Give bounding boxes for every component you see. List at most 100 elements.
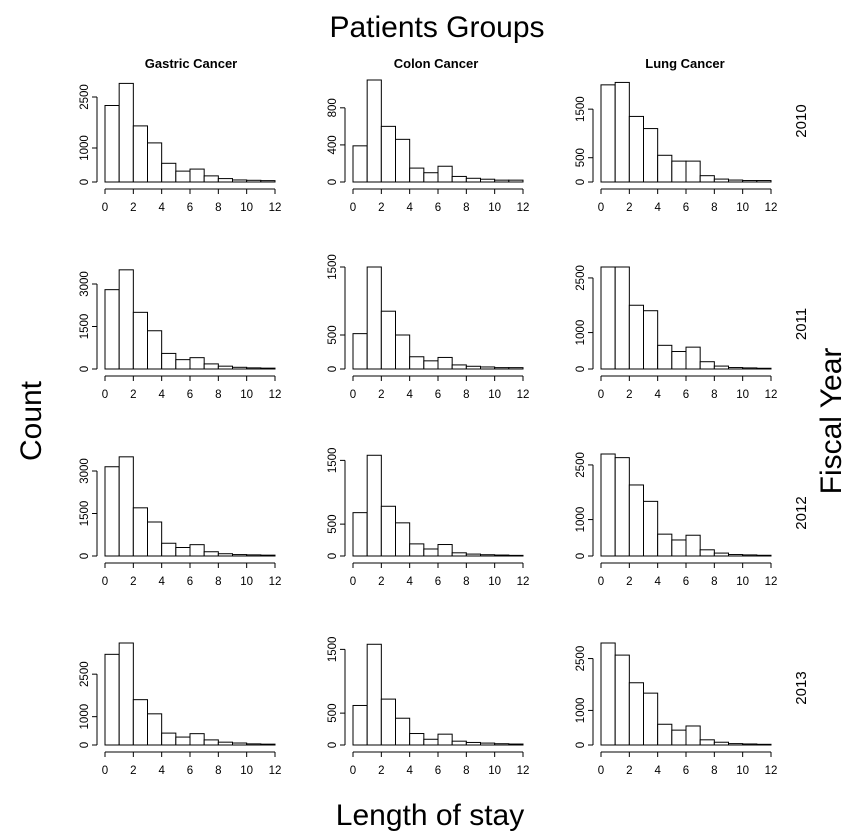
x-tick-label: 2 <box>130 765 136 777</box>
y-tick-label: 2500 <box>575 265 587 291</box>
bar <box>465 177 482 183</box>
bar <box>728 179 744 183</box>
bar <box>699 175 715 183</box>
x-tick-label: 10 <box>736 202 749 214</box>
bar <box>189 544 205 557</box>
bar <box>189 733 205 746</box>
bar <box>423 360 439 370</box>
panel-gastric-cancer-2010: 0 2 4 6 8 10 12 0 1000 2500 <box>79 82 282 214</box>
y-tick-label: 0 <box>327 553 339 559</box>
bar <box>671 351 687 370</box>
x-tick-label: 0 <box>350 576 356 588</box>
y-tick-label: 0 <box>575 366 587 372</box>
bar <box>217 178 233 183</box>
x-tick-label: 6 <box>683 576 689 588</box>
y-tick-label: 0 <box>79 366 91 372</box>
bar <box>600 266 616 370</box>
bar <box>260 743 276 746</box>
y-tick-label: 1500 <box>575 96 587 122</box>
x-tick-label: 0 <box>102 765 108 777</box>
x-tick-label: 0 <box>598 202 604 214</box>
x-tick-label: 10 <box>488 202 501 214</box>
y-tick-label: 2500 <box>575 452 587 478</box>
x-tick-label: 10 <box>240 576 253 588</box>
y-tick-label: 0 <box>79 742 91 748</box>
bar <box>756 180 772 183</box>
bar <box>713 552 729 557</box>
x-tick-label: 6 <box>435 389 441 401</box>
bar <box>260 180 276 183</box>
bar <box>380 698 397 746</box>
bar <box>409 167 425 183</box>
bar <box>203 739 219 746</box>
x-tick-label: 12 <box>765 765 778 777</box>
bar <box>494 554 510 557</box>
bar <box>685 346 701 370</box>
x-tick-label: 8 <box>463 576 469 588</box>
bar <box>161 162 177 183</box>
x-tick-label: 6 <box>683 765 689 777</box>
bar <box>246 554 262 557</box>
bar <box>352 512 368 557</box>
bar <box>246 179 262 183</box>
x-tick-label: 8 <box>711 202 717 214</box>
bar <box>189 357 205 370</box>
bar <box>232 366 248 370</box>
x-tick-label: 12 <box>517 765 530 777</box>
bar <box>657 154 673 183</box>
bar <box>756 743 772 746</box>
x-tick-label: 6 <box>435 765 441 777</box>
x-tick-label: 4 <box>406 389 413 401</box>
bar <box>643 692 659 746</box>
x-tick-label: 6 <box>435 576 441 588</box>
panel-gastric-cancer-2011: 0 2 4 6 8 10 12 0 1500 3000 <box>79 269 281 401</box>
y-tick-label: 1500 <box>327 254 339 280</box>
bar <box>465 741 482 746</box>
y-tick-label: 1500 <box>79 314 91 340</box>
bar <box>508 554 524 557</box>
y-tick-label: 1000 <box>575 320 587 346</box>
x-tick-label: 4 <box>654 765 661 777</box>
bar <box>217 741 233 746</box>
x-tick-label: 12 <box>269 765 282 777</box>
y-tick-label: 0 <box>575 553 587 559</box>
y-tick-label: 800 <box>327 98 339 117</box>
bar <box>742 743 758 746</box>
bar <box>742 180 758 183</box>
x-tick-label: 12 <box>765 202 778 214</box>
bar <box>480 366 496 370</box>
bar <box>756 554 772 557</box>
x-tick-label: 4 <box>406 765 413 777</box>
x-tick-label: 0 <box>102 576 108 588</box>
bar <box>643 310 659 370</box>
bar <box>671 729 687 746</box>
row-label-2010: 2010 <box>793 104 810 137</box>
bar <box>203 551 219 557</box>
x-tick-label: 10 <box>240 389 253 401</box>
bar <box>657 344 673 370</box>
bar <box>380 125 397 183</box>
x-tick-label: 10 <box>736 765 749 777</box>
panel-colon-cancer-2010: 0 2 4 6 8 10 12 0 400 800 <box>327 79 529 214</box>
bar <box>409 543 425 557</box>
bar <box>175 736 191 746</box>
y-tick-label: 3000 <box>79 458 91 484</box>
x-tick-label: 12 <box>269 202 282 214</box>
bar <box>161 542 177 557</box>
x-tick-label: 6 <box>187 389 193 401</box>
panel-gastric-cancer-2013: 0 2 4 6 8 10 12 0 1000 2500 <box>79 642 282 777</box>
x-tick-label: 8 <box>711 576 717 588</box>
panel-gastric-cancer-2012: 0 2 4 6 8 10 12 0 1500 3000 <box>79 456 281 588</box>
column-header-colon: Colon Cancer <box>394 56 479 71</box>
x-tick-label: 10 <box>736 576 749 588</box>
bar <box>232 742 248 746</box>
x-tick-label: 4 <box>406 202 413 214</box>
x-tick-label: 2 <box>130 576 136 588</box>
bar <box>132 507 148 557</box>
bar <box>628 115 644 183</box>
bar <box>643 128 659 183</box>
panel-colon-cancer-2013: 0 2 4 6 8 10 12 0 500 1500 <box>327 637 529 777</box>
x-tick-label: 2 <box>378 389 384 401</box>
bar <box>352 145 368 183</box>
bar <box>614 457 630 557</box>
